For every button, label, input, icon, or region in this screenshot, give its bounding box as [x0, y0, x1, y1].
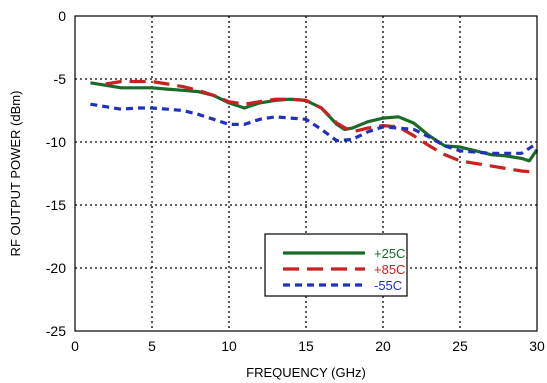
x-tick-label: 20	[375, 338, 391, 354]
series-line-1	[105, 79, 538, 174]
x-tick-labels: 0 5 10 15 20 25 30	[71, 338, 545, 354]
y-tick-label: -15	[46, 197, 66, 213]
y-tick-label: -5	[54, 71, 67, 87]
x-tick-label: 10	[221, 338, 237, 354]
series-lines	[90, 79, 539, 174]
x-tick-label: 30	[529, 338, 545, 354]
plot-frame	[74, 15, 538, 332]
x-tick-label: 0	[71, 338, 79, 354]
y-tick-label: -20	[46, 260, 66, 276]
y-tick-labels: 0 -5 -10 -15 -20 -25	[46, 8, 66, 339]
x-axis-label: FREQUENCY (GHz)	[246, 365, 366, 380]
x-tick-label: 25	[452, 338, 468, 354]
y-tick-label: 0	[58, 8, 66, 24]
legend-label: +85C	[374, 262, 405, 277]
series-line-2	[90, 102, 538, 155]
x-tick-label: 15	[298, 338, 314, 354]
y-tick-label: -10	[46, 134, 66, 150]
legend-label: -55C	[374, 278, 402, 293]
legend-label: +25C	[374, 246, 405, 261]
y-axis-label: RF OUTPUT POWER (dBm)	[8, 91, 23, 257]
x-tick-label: 5	[148, 338, 156, 354]
y-tick-label: -25	[46, 323, 66, 339]
legend: +25C+85C-55C	[264, 233, 408, 297]
series-line-0	[90, 81, 539, 163]
